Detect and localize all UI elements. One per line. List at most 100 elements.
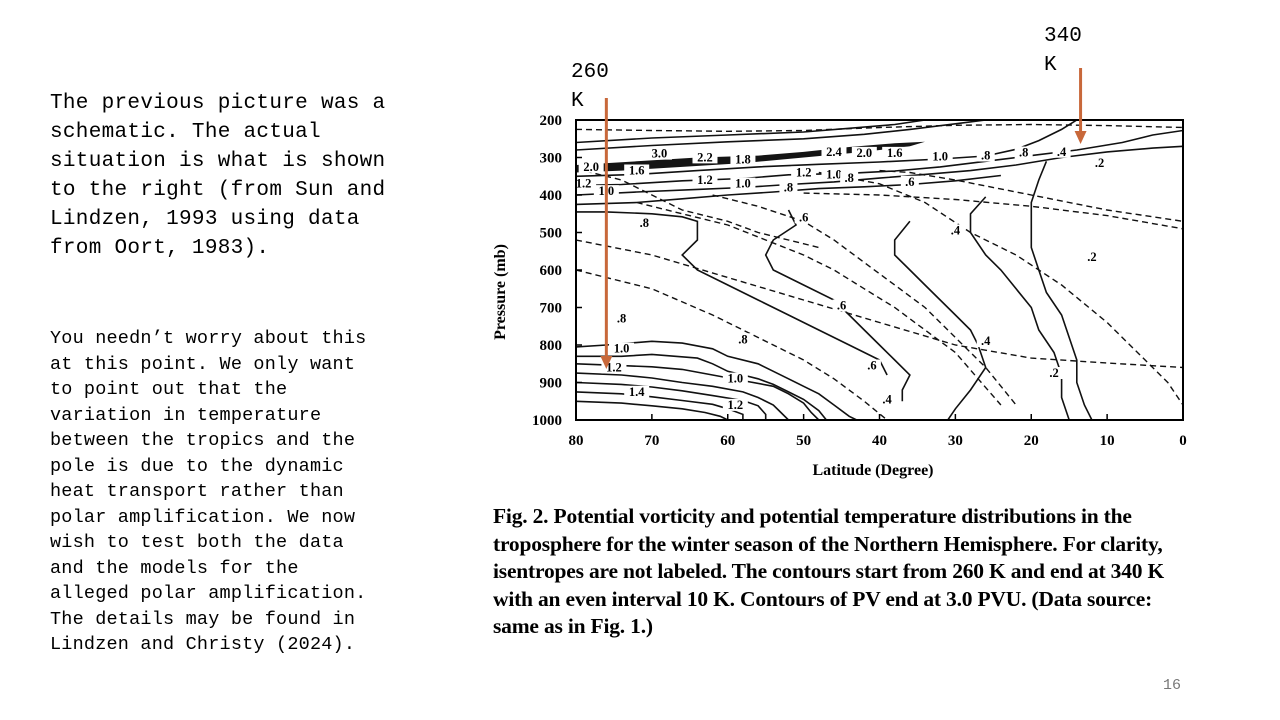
contour-label-bg bbox=[946, 224, 965, 237]
slide-number: 16 bbox=[1163, 677, 1182, 694]
x-tick-label: 50 bbox=[796, 433, 811, 449]
pv-contour bbox=[576, 120, 1078, 178]
contour-label: .2 bbox=[1095, 156, 1104, 170]
pv-contour bbox=[576, 372, 790, 420]
contour-label-bg bbox=[1045, 367, 1064, 379]
contour-label-bg bbox=[791, 166, 817, 179]
x-tick-label: 10 bbox=[1100, 433, 1115, 449]
x-tick-label: 20 bbox=[1024, 433, 1039, 449]
caption-body: Potential vorticity and potential temper… bbox=[493, 504, 1165, 638]
contour-label: .4 bbox=[951, 224, 961, 238]
isentrope-contour bbox=[879, 169, 1183, 222]
contour-label: .8 bbox=[640, 216, 649, 230]
contour-label-bg bbox=[609, 342, 635, 355]
contour-label: .6 bbox=[905, 175, 914, 189]
contour-label: 1.8 bbox=[735, 152, 751, 166]
contour-label-bg bbox=[730, 153, 756, 166]
contour-label: .8 bbox=[1019, 146, 1028, 160]
contour-label: 1.6 bbox=[887, 146, 903, 160]
isentrope-contour bbox=[818, 171, 1183, 406]
contour-label-bg bbox=[722, 372, 748, 385]
y-tick-label: 500 bbox=[540, 226, 563, 242]
contour-label-bg bbox=[900, 175, 919, 188]
arrow-label-260k: 260 K bbox=[571, 61, 609, 113]
pv-contour bbox=[1030, 160, 1093, 420]
intro-paragraph: The previous picture was a schematic. Th… bbox=[50, 92, 386, 260]
isentrope-contour bbox=[576, 269, 888, 420]
pv-contour bbox=[576, 381, 767, 420]
isentrope-contour bbox=[803, 192, 1183, 230]
contour-label-bg bbox=[927, 150, 953, 163]
contour-label: 1.0 bbox=[728, 372, 744, 386]
isentrope-contour bbox=[712, 194, 1017, 406]
x-tick-label: 30 bbox=[948, 433, 963, 449]
pv-contour bbox=[576, 129, 1183, 187]
contour-label-bg bbox=[624, 164, 650, 177]
contour-label-bg bbox=[692, 151, 718, 164]
contour-label: .8 bbox=[617, 312, 626, 326]
y-tick-label: 1000 bbox=[532, 413, 562, 429]
y-tick-label: 200 bbox=[540, 113, 563, 129]
pv-contour bbox=[576, 340, 858, 420]
contour-label: 1.4 bbox=[629, 385, 645, 399]
contour-label: 1.6 bbox=[629, 164, 645, 178]
contour-label: .6 bbox=[867, 359, 876, 373]
contour-label-bg bbox=[794, 211, 813, 224]
contour-label-bg bbox=[1052, 145, 1071, 158]
contour-label-bg bbox=[976, 149, 995, 162]
contour-label-bg bbox=[722, 398, 748, 411]
contour-label-bg bbox=[851, 146, 877, 159]
x-tick-label: 60 bbox=[720, 433, 735, 449]
contour-label-bg bbox=[578, 160, 604, 173]
arrow-label-340k: 340 K bbox=[1044, 25, 1082, 77]
y-tick-label: 800 bbox=[540, 338, 563, 354]
pv-contour bbox=[576, 400, 729, 420]
x-axis-title: Latitude (Degree) bbox=[813, 462, 934, 479]
pv-contour bbox=[893, 220, 987, 420]
contour-label: 1.2 bbox=[606, 360, 622, 374]
y-tick-label: 700 bbox=[540, 301, 563, 317]
contour-label-bg bbox=[878, 393, 897, 406]
contour-label-bg bbox=[882, 146, 908, 159]
y-tick-label: 300 bbox=[540, 151, 563, 167]
y-axis-title: Pressure (mb) bbox=[492, 244, 509, 340]
isentrope-arrow-head bbox=[600, 356, 613, 369]
contour-label-bg bbox=[733, 333, 752, 346]
y-tick-label: 600 bbox=[540, 263, 563, 279]
contour-label-bg bbox=[821, 145, 847, 158]
contour-label: 1.2 bbox=[576, 177, 592, 191]
figure-caption: Fig. 2. Potential vorticity and potentia… bbox=[493, 503, 1193, 641]
contour-label: 2.2 bbox=[697, 150, 713, 164]
contour-label: .8 bbox=[981, 149, 990, 163]
contour-label-bg bbox=[840, 172, 859, 184]
pv-contour bbox=[576, 120, 986, 151]
contour-label-bg bbox=[612, 312, 631, 325]
contour-label: 1.2 bbox=[728, 398, 744, 412]
contour-label: 1.0 bbox=[932, 150, 948, 164]
isentrope-contour bbox=[636, 201, 1002, 406]
contour-label: 1.2 bbox=[796, 165, 812, 179]
contour-label-bg bbox=[692, 173, 718, 186]
contour-label: .4 bbox=[882, 392, 892, 406]
contour-label: .2 bbox=[1049, 366, 1058, 380]
contour-label-bg bbox=[635, 217, 654, 229]
contour-label: .6 bbox=[799, 210, 808, 224]
contour-label: .4 bbox=[1057, 145, 1067, 159]
contour-label: .8 bbox=[784, 180, 793, 194]
contour-label-bg bbox=[1014, 146, 1033, 159]
contour-label: 2.4 bbox=[826, 145, 842, 159]
y-tick-label: 400 bbox=[540, 188, 563, 204]
x-tick-label: 70 bbox=[644, 433, 659, 449]
y-tick-label: 900 bbox=[540, 376, 563, 392]
caption-fig-number: Fig. 2. bbox=[493, 504, 549, 528]
contour-label: 1.0 bbox=[826, 167, 842, 181]
isentrope-arrow-head bbox=[1074, 131, 1087, 144]
contour-label: 1.0 bbox=[614, 342, 630, 356]
contour-label: 1.0 bbox=[735, 177, 751, 191]
x-tick-label: 80 bbox=[569, 433, 584, 449]
contour-label-bg bbox=[571, 177, 597, 190]
contour-label: .4 bbox=[981, 334, 991, 348]
contour-label: 1.2 bbox=[697, 173, 713, 187]
isentrope-contour bbox=[576, 168, 819, 249]
contour-label: 2.0 bbox=[857, 146, 873, 160]
